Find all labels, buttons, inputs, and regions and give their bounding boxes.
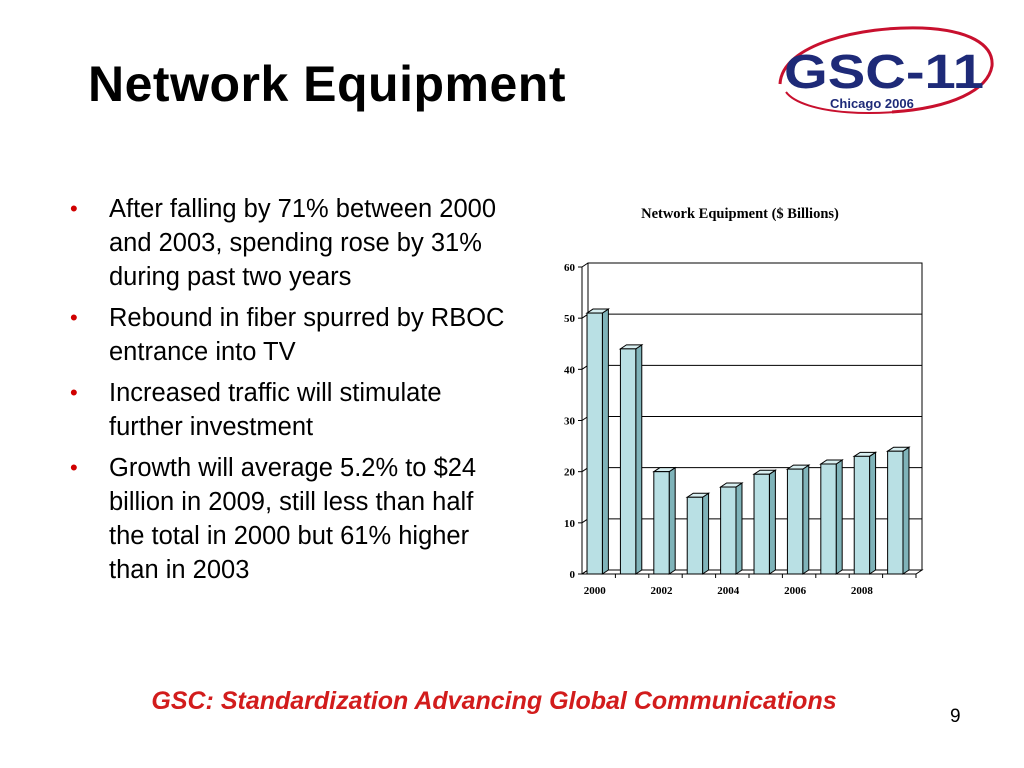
bar-2001 bbox=[619, 348, 637, 575]
x-tick-label: 2008 bbox=[851, 585, 874, 597]
y-tick-label: 60 bbox=[564, 262, 576, 274]
x-tick-label: 2000 bbox=[584, 585, 607, 597]
bar-2008 bbox=[853, 455, 871, 575]
bar-side bbox=[768, 469, 776, 575]
bar-side bbox=[869, 451, 877, 575]
bullet-item: • Growth will average 5.2% to $24 billion… bbox=[68, 451, 508, 587]
x-tick-label: 2004 bbox=[717, 585, 740, 597]
bullet-icon: • bbox=[70, 305, 78, 330]
bullet-text: Increased traffic will stimulate further… bbox=[109, 379, 442, 441]
y-tick-label: 40 bbox=[564, 364, 576, 376]
bar-2005 bbox=[753, 473, 770, 575]
bullet-icon: • bbox=[70, 455, 78, 480]
bar-2004 bbox=[720, 486, 737, 575]
bar-2003 bbox=[686, 496, 704, 575]
bar-2006 bbox=[786, 468, 804, 575]
bullet-text: Rebound in fiber spurred by RBOC entranc… bbox=[109, 304, 505, 366]
bar-side bbox=[668, 466, 676, 575]
bar-side bbox=[735, 482, 743, 575]
bullet-item: • Increased traffic will stimulate furthe… bbox=[68, 376, 508, 444]
bar-side bbox=[601, 308, 609, 575]
network-equipment-chart: Network Equipment ($ Billions) 0 10 20 30 40 5… bbox=[564, 206, 924, 597]
logo-main-text: GSC-11 bbox=[784, 46, 984, 99]
bullet-list: • After falling by 71% between 2000 and 2… bbox=[68, 192, 508, 594]
slide-title: Network Equipment bbox=[88, 56, 566, 112]
bar-side bbox=[635, 343, 643, 575]
y-tick-label: 30 bbox=[564, 416, 576, 428]
x-tick-label: 2006 bbox=[784, 585, 807, 597]
gridline-side bbox=[581, 262, 589, 268]
bar-2007 bbox=[820, 463, 837, 575]
bullet-icon: • bbox=[70, 380, 78, 405]
gsc-11-logo: GSC-11 Chicago 2006 bbox=[778, 26, 994, 114]
bar-side bbox=[902, 446, 910, 575]
bar-2002 bbox=[653, 471, 670, 575]
logo-swoosh-inner bbox=[785, 91, 943, 114]
bullet-icon: • bbox=[70, 196, 78, 221]
logo-swoosh bbox=[778, 26, 994, 114]
y-tick-label: 10 bbox=[564, 518, 576, 530]
bullet-text: Growth will average 5.2% to $24 billion … bbox=[109, 454, 477, 584]
logo-sub-text: Chicago 2006 bbox=[830, 96, 914, 111]
bar-2009 bbox=[887, 450, 904, 575]
y-tick-label: 20 bbox=[564, 467, 576, 479]
footer-tagline: GSC: Standardization Advancing Global Co… bbox=[151, 687, 837, 715]
page-number: 9 bbox=[950, 706, 961, 727]
bullet-item: • After falling by 71% between 2000 and 2… bbox=[68, 192, 508, 294]
y-tick-label: 0 bbox=[570, 569, 576, 581]
bar-2000 bbox=[586, 312, 603, 575]
x-tick-label: 2002 bbox=[651, 585, 674, 597]
bullet-text: After falling by 71% between 2000 and 20… bbox=[109, 195, 497, 291]
bar-side bbox=[802, 464, 810, 575]
bullet-item: • Rebound in fiber spurred by RBOC entran… bbox=[68, 301, 508, 369]
bar-side bbox=[702, 492, 710, 575]
y-tick-label: 50 bbox=[564, 313, 576, 325]
chart-title: Network Equipment ($ Billions) bbox=[641, 206, 839, 222]
bar-side bbox=[835, 459, 843, 575]
